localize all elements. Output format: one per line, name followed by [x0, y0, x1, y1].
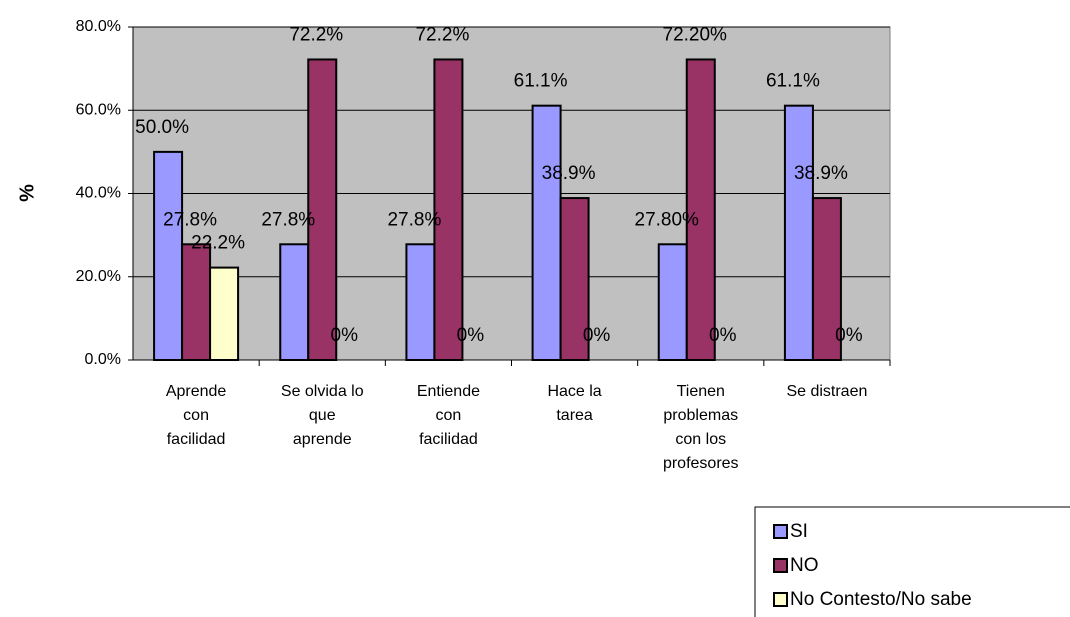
x-tick-line: problemas	[663, 407, 738, 424]
bar	[811, 197, 842, 361]
y-tick-label: 0.0%	[85, 351, 121, 368]
legend	[754, 506, 1070, 617]
legend-swatch	[773, 524, 788, 539]
value-label: 0%	[709, 325, 737, 346]
x-tick-label: Tienen problemas con los profesores	[663, 383, 739, 472]
x-tick-line: Hace la	[547, 383, 601, 400]
value-label: 72.2%	[289, 24, 343, 45]
bar	[433, 58, 464, 361]
bar	[531, 104, 562, 361]
x-tick-line: con los	[675, 431, 726, 448]
value-label: 61.1%	[766, 71, 820, 92]
bar	[685, 58, 716, 361]
y-axis-title: %	[16, 184, 38, 202]
legend-label: NO	[790, 555, 819, 576]
x-tick-line: Aprende	[166, 383, 227, 400]
x-tick-label: Hace la tarea	[547, 383, 601, 424]
y-tick-label: 60.0%	[76, 101, 121, 118]
bar	[153, 150, 184, 361]
x-tick-line: tarea	[556, 407, 593, 424]
value-label: 38.9%	[542, 163, 596, 184]
x-tick-line: Se olvida lo	[281, 383, 364, 400]
x-tick-line: profesores	[663, 455, 739, 472]
bar	[657, 243, 688, 361]
value-label: 61.1%	[514, 71, 568, 92]
y-tick-label: 20.0%	[76, 268, 121, 285]
y-tick-label: 40.0%	[76, 185, 121, 202]
bar	[279, 243, 310, 361]
value-label: 27.8%	[261, 209, 315, 230]
value-label: 22.2%	[191, 233, 245, 254]
value-label: 0%	[583, 325, 611, 346]
x-tick-label: Se olvida lo que aprende	[281, 383, 364, 448]
x-tick-line: que	[309, 407, 336, 424]
x-tick-line: aprende	[293, 431, 352, 448]
x-tick-line: Se distraen	[786, 383, 867, 400]
legend-label: No Contesto/No sabe	[790, 589, 972, 610]
bar	[209, 266, 240, 361]
value-label: 27.8%	[163, 209, 217, 230]
y-tick-label: 80.0%	[76, 18, 121, 35]
x-tick-line: con	[183, 407, 209, 424]
legend-swatch	[773, 592, 788, 607]
legend-label: SI	[790, 521, 808, 542]
value-label: 0%	[835, 325, 863, 346]
x-tick-label: Entiende con facilidad	[417, 383, 480, 448]
x-tick-line: Tienen	[677, 383, 725, 400]
bar	[783, 104, 814, 361]
value-label: 27.80%	[635, 209, 700, 230]
x-tick-label: Se distraen	[786, 383, 867, 400]
x-tick-label: Aprende con facilidad	[166, 383, 227, 448]
value-label: 50.0%	[135, 117, 189, 138]
x-tick-line: facilidad	[167, 431, 226, 448]
value-label: 27.8%	[387, 209, 441, 230]
x-tick-line: Entiende	[417, 383, 480, 400]
legend-swatch	[773, 558, 788, 573]
x-tick-line: con	[436, 407, 462, 424]
bar	[405, 243, 436, 361]
value-label: 72.20%	[663, 24, 728, 45]
bar	[181, 243, 212, 361]
bar	[559, 197, 590, 361]
value-label: 38.9%	[794, 163, 848, 184]
value-label: 72.2%	[415, 24, 469, 45]
bar	[307, 58, 338, 361]
value-label: 0%	[457, 325, 485, 346]
value-label: 0%	[331, 325, 359, 346]
x-tick-line: facilidad	[419, 431, 478, 448]
